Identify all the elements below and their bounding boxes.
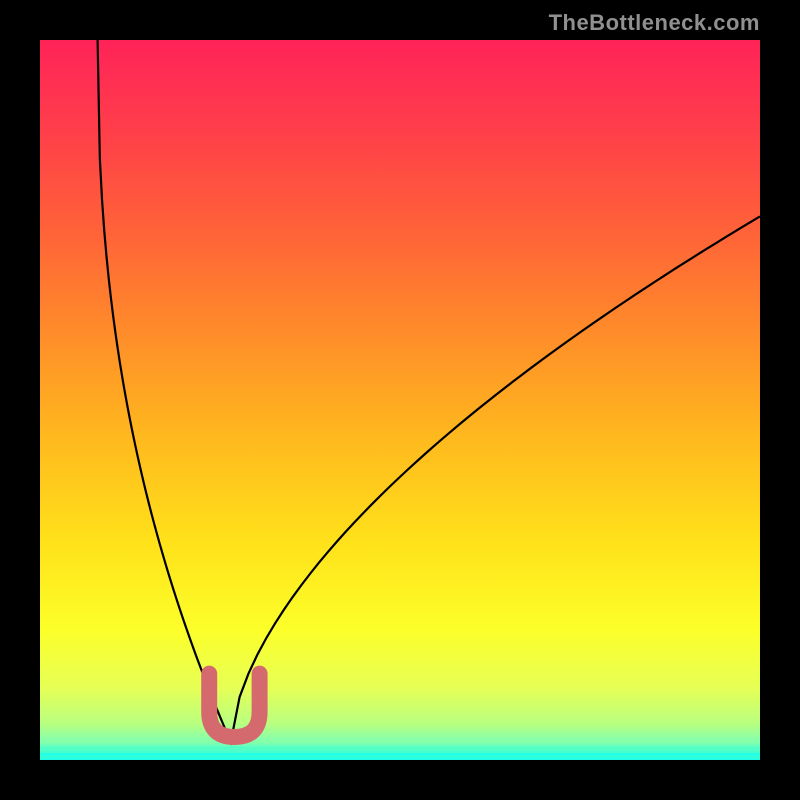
gradient-background bbox=[40, 40, 760, 760]
bottleneck-chart bbox=[40, 40, 760, 760]
plot-area bbox=[40, 40, 760, 760]
watermark-text: TheBottleneck.com bbox=[549, 10, 760, 36]
